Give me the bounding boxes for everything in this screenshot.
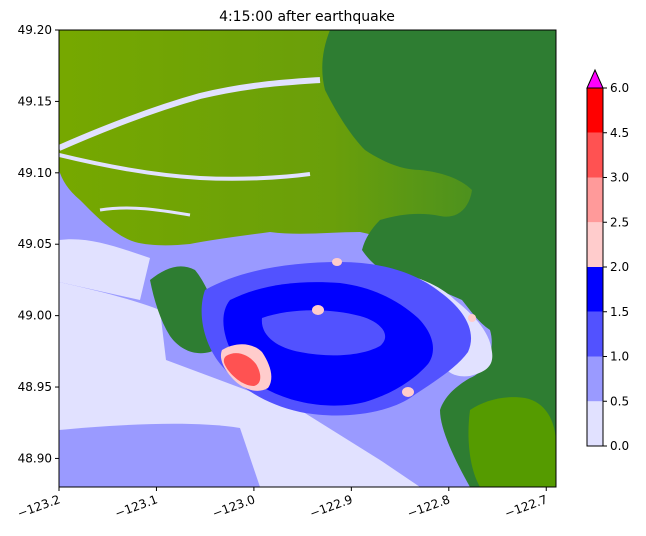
colorbar-tick-label: 2.0 (610, 260, 629, 274)
colorbar-tick-label: 0.5 (610, 394, 629, 408)
colorbar-band (587, 222, 603, 267)
y-tick-label: 48.95 (18, 380, 52, 394)
x-tick-label: −123.0 (210, 492, 257, 520)
colorbar-tick-label: 1.0 (610, 350, 629, 364)
colorbar-band (587, 88, 603, 133)
colorbar-band (587, 356, 603, 402)
x-tick-label: −123.1 (113, 492, 160, 520)
sea-island-channel (99, 206, 191, 217)
x-tick-label: −122.9 (308, 492, 355, 520)
eastern-upland (322, 30, 556, 487)
colorbar-tick-label: 3.0 (610, 171, 629, 185)
y-tick-label: 49.10 (18, 166, 52, 180)
shallow-water-strait-north (59, 239, 150, 300)
shallow-water-mid-band (59, 423, 260, 487)
colorbar-band (587, 177, 603, 223)
colorbar-tick-label: 0.0 (610, 439, 629, 453)
colorbar-tick-label: 4.5 (610, 126, 629, 140)
chart-title: 4:15:00 after earthquake (219, 9, 395, 25)
x-axis: −123.2 −123.1 −123.0 −122.9 −122.8 −122.7 (16, 487, 550, 521)
colorbar-extend-max (586, 68, 604, 89)
inundation-patch-east (468, 314, 476, 322)
y-tick-label: 49.00 (18, 309, 52, 323)
inundation-patch-north (332, 258, 342, 266)
colorbar-band (587, 267, 603, 312)
colorbar-band (587, 311, 603, 357)
southeast-hill (468, 397, 556, 487)
colorbar: 0.0 0.5 1.0 1.5 2.0 2.5 3.0 4.5 6.0 (586, 68, 629, 453)
fraser-river-south-arm (59, 153, 311, 181)
colorbar-tick-label: 1.5 (610, 305, 629, 319)
x-tick-label: −123.2 (16, 492, 63, 520)
plot-frame (58, 29, 557, 488)
inundation-peak-west-core (223, 353, 261, 386)
colorbar-tick-label: 2.5 (610, 215, 629, 229)
inundation-patch-south (402, 387, 414, 397)
y-tick-label: 49.05 (18, 237, 52, 251)
colorbar-band (587, 132, 603, 178)
colorbar-tick-label: 6.0 (610, 81, 629, 95)
x-tick-label: −122.8 (405, 492, 452, 520)
inundation-patch-center (312, 305, 324, 315)
y-tick-label: 48.90 (18, 451, 52, 465)
y-axis: 48.90 48.95 49.00 49.05 49.10 49.15 49.20 (18, 23, 59, 465)
fraser-river-channel (59, 77, 321, 151)
map-plot-area (59, 30, 556, 487)
colorbar-band (587, 401, 603, 446)
inner-shoal (261, 310, 386, 356)
y-tick-label: 49.15 (18, 94, 52, 108)
x-tick-label: −122.7 (503, 492, 550, 520)
y-tick-label: 49.20 (18, 23, 52, 37)
